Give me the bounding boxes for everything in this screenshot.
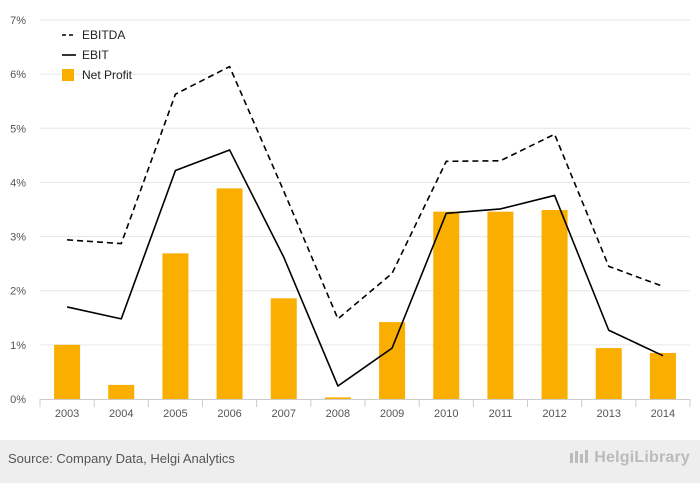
bar-net-profit bbox=[379, 322, 406, 399]
bar-net-profit bbox=[216, 188, 243, 399]
y-tick-label: 7% bbox=[10, 15, 26, 27]
bar-net-profit bbox=[595, 348, 622, 399]
bar-net-profit bbox=[487, 211, 514, 399]
y-tick-label: 6% bbox=[10, 69, 26, 81]
y-tick-label: 3% bbox=[10, 232, 26, 244]
legend-label: EBIT bbox=[82, 48, 109, 62]
x-tick-label: 2013 bbox=[597, 408, 621, 420]
legend-label: Net Profit bbox=[82, 68, 133, 82]
bar-net-profit bbox=[433, 211, 460, 399]
x-tick-label: 2009 bbox=[380, 408, 404, 420]
footer: Source: Company Data, Helgi Analytics He… bbox=[0, 440, 700, 483]
bar-net-profit bbox=[108, 384, 135, 399]
bar-net-profit bbox=[162, 253, 189, 399]
legend-swatch bbox=[62, 69, 74, 81]
brand-name: HelgiLibrary bbox=[594, 449, 690, 466]
x-tick-label: 2010 bbox=[434, 408, 458, 420]
bar-net-profit bbox=[54, 344, 81, 399]
y-tick-label: 4% bbox=[10, 177, 26, 189]
legend-label: EBITDA bbox=[82, 28, 125, 42]
y-tick-label: 2% bbox=[10, 286, 26, 298]
bar-net-profit bbox=[541, 210, 568, 399]
x-tick-label: 2007 bbox=[272, 408, 296, 420]
line-ebitda bbox=[67, 65, 664, 320]
y-tick-label: 0% bbox=[10, 394, 26, 406]
bar-net-profit bbox=[270, 298, 297, 399]
x-tick-label: 2005 bbox=[163, 408, 187, 420]
x-tick-label: 2014 bbox=[651, 408, 675, 420]
x-tick-label: 2008 bbox=[326, 408, 350, 420]
y-tick-label: 1% bbox=[10, 340, 26, 352]
y-tick-label: 5% bbox=[10, 123, 26, 135]
x-tick-label: 2012 bbox=[542, 408, 566, 420]
line-ebit bbox=[66, 149, 664, 387]
source-note: Source: Company Data, Helgi Analytics bbox=[8, 451, 235, 466]
x-tick-label: 2011 bbox=[489, 408, 513, 420]
library-icon bbox=[570, 450, 589, 463]
brand-logo: HelgiLibrary bbox=[569, 449, 690, 467]
x-tick-label: 2003 bbox=[55, 408, 79, 420]
x-tick-label: 2004 bbox=[109, 408, 133, 420]
legend: EBITDA EBIT Net Profit bbox=[62, 28, 133, 82]
bar-net-profit bbox=[324, 397, 351, 399]
x-tick-label: 2006 bbox=[217, 408, 241, 420]
chart: 0% 1% 2% 3% 4% 5% 6% 7% 2003 2004 2005 2006 2007 2008… bbox=[10, 15, 691, 420]
bar-net-profit bbox=[649, 352, 676, 399]
